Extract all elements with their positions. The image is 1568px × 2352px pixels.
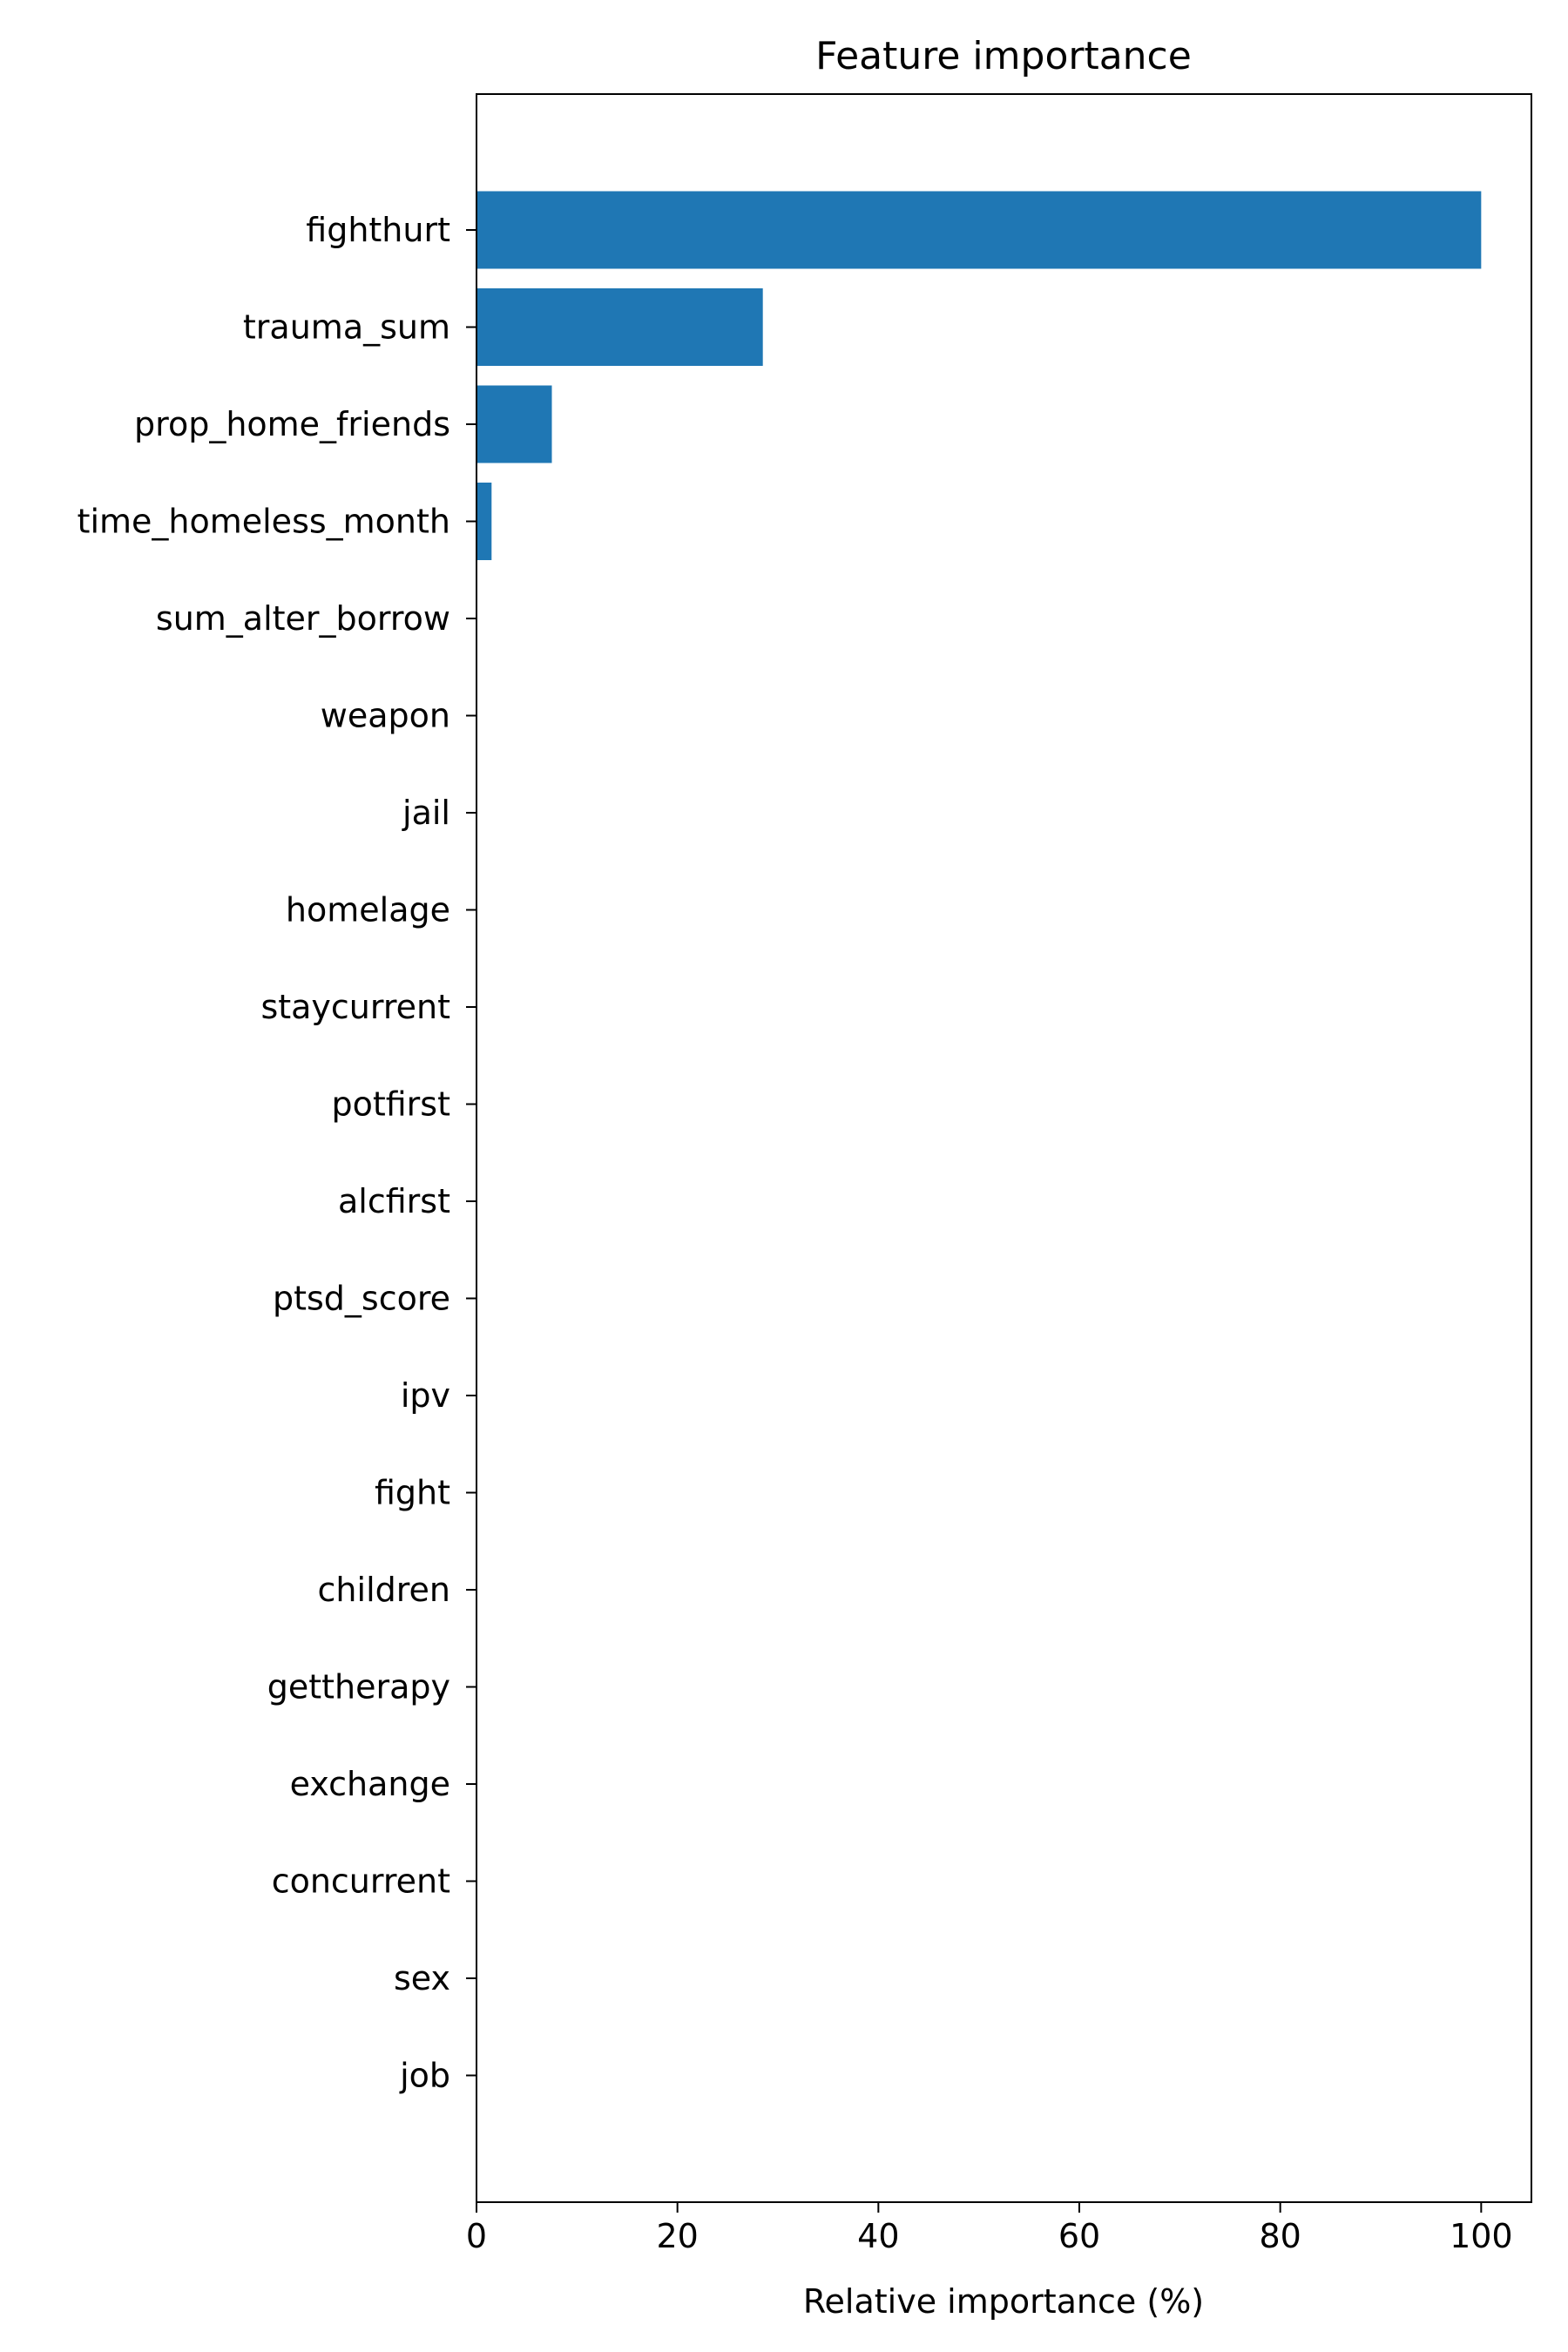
bar-time-homeless-month [476, 483, 492, 560]
y-tick-label-sum-alter-borrow: sum_alter_borrow [156, 599, 450, 638]
y-tick-label-time-homeless-month: time_homeless_month [78, 503, 450, 541]
y-tick-label-concurrent: concurrent [272, 1862, 450, 1901]
x-tick-label-80: 80 [1259, 2217, 1301, 2255]
y-tick-label-weapon: weapon [321, 697, 450, 735]
y-tick-label-exchange: exchange [290, 1765, 450, 1803]
y-tick-label-potfirst: potfirst [331, 1085, 450, 1124]
y-axis-ticks: fighthurt trauma_sum prop_home_friendstime… [78, 211, 476, 2095]
x-tick-label-40: 40 [857, 2217, 899, 2255]
bar-prop-home-friends [476, 385, 552, 463]
y-tick-label-alcfirst: alcfirst [338, 1182, 450, 1220]
bar-trauma-sum [476, 288, 763, 366]
x-tick-label-0: 0 [466, 2217, 487, 2255]
y-tick-label-fighthurt: fighthurt [306, 211, 450, 249]
chart-title: Feature importance [815, 34, 1192, 78]
y-tick-label-prop-home-friends: prop_home_friends [134, 405, 450, 443]
y-tick-label-children: children [318, 1571, 450, 1609]
y-tick-label-trauma-sum: trauma_sum [243, 308, 450, 347]
x-axis-label: Relative importance (%) [803, 2282, 1204, 2321]
y-tick-label-staycurrent: staycurrent [260, 988, 450, 1026]
bar-fighthurt [476, 191, 1482, 269]
y-tick-label-gettherapy: gettherapy [267, 1668, 450, 1707]
x-tick-label-20: 20 [656, 2217, 698, 2255]
y-tick-label-fight: fight [375, 1474, 450, 1512]
y-tick-label-homelage: homelage [286, 891, 450, 929]
y-tick-label-jail: jail [402, 794, 450, 832]
bars-group [476, 191, 1482, 560]
y-tick-label-job: job [399, 2057, 450, 2095]
x-axis-ticks: 0 20 40 60 80 100 [466, 2202, 1513, 2255]
x-tick-label-60: 60 [1058, 2217, 1100, 2255]
plot-frame [476, 93, 1532, 2203]
x-tick-label-100: 100 [1450, 2217, 1513, 2255]
y-tick-label-ptsd-score: ptsd_score [273, 1280, 450, 1318]
y-tick-label-ipv: ipv [401, 1376, 450, 1415]
y-tick-label-sex: sex [394, 1959, 450, 1997]
